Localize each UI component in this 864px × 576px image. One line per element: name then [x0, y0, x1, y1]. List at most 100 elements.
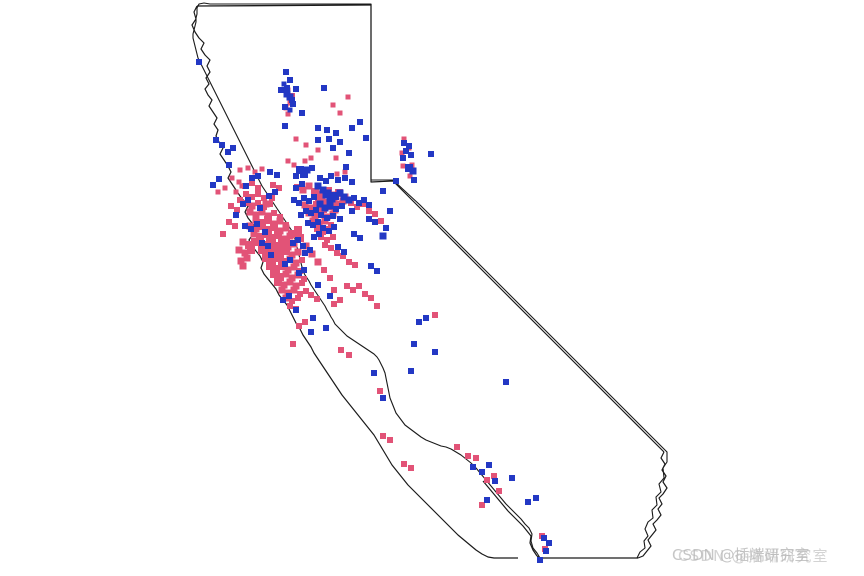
scatter-marker [407, 173, 413, 179]
scatter-marker [349, 179, 355, 185]
scatter-marker [243, 191, 249, 197]
scatter-marker [301, 195, 307, 201]
scatter-marker [341, 249, 347, 255]
scatter-marker [235, 246, 243, 254]
scatter-marker [290, 240, 296, 246]
scatter-marker [330, 102, 336, 108]
scatter-marker [277, 214, 283, 220]
scatter-marker [314, 182, 322, 190]
scatter-marker [323, 325, 329, 331]
scatter-marker [311, 212, 319, 220]
scatter-marker [288, 230, 296, 238]
scatter-marker [423, 315, 429, 321]
scatter-marker [362, 291, 368, 297]
scatter-marker [333, 155, 339, 161]
scatter-marker [393, 178, 399, 184]
scatter-marker [339, 203, 345, 209]
scatter-marker [274, 254, 282, 262]
scatter-marker [317, 175, 323, 181]
scatter-marker [247, 246, 255, 254]
scatter-marker [250, 230, 258, 238]
scatter-marker [303, 142, 309, 148]
state-outline-group [192, 2, 668, 559]
scatter-marker [328, 173, 334, 179]
scatter-marker [299, 280, 305, 286]
scatter-marker [252, 211, 260, 219]
scatter-marker [274, 172, 280, 178]
scatter-marker [302, 250, 308, 256]
scatter-marker [331, 287, 337, 293]
scatter-marker [255, 173, 261, 179]
scatter-marker [288, 274, 296, 282]
scatter-marker [324, 237, 330, 243]
scatter-marker [286, 293, 292, 299]
scatter-marker [346, 150, 352, 156]
scatter-marker [233, 189, 239, 195]
scatter-marker [465, 453, 471, 459]
scatter-marker [315, 282, 321, 288]
scatter-marker [411, 341, 417, 347]
scatter-marker [377, 388, 383, 394]
scatter-marker [533, 495, 539, 501]
scatter-marker [237, 197, 243, 203]
scatter-marker [240, 201, 246, 207]
scatter-marker [291, 197, 297, 203]
scatter-marker [371, 370, 377, 376]
scatter-marker [363, 135, 369, 141]
scatter-marker [293, 185, 299, 191]
scatter-marker [294, 226, 302, 234]
scatter-marker [249, 180, 255, 186]
scatter-marker [242, 223, 248, 229]
scatter-marker [321, 85, 327, 91]
scatter-marker [368, 295, 374, 301]
scatter-marker [303, 166, 311, 174]
scatter-marker [266, 193, 272, 199]
scatter-marker [237, 167, 243, 173]
scatter-marker [266, 238, 274, 246]
scatter-marker [380, 395, 386, 401]
top-border-path [196, 4, 372, 7]
scatter-marker [286, 278, 294, 286]
boundary-detail-group [191, 4, 668, 559]
scatter-marker [233, 212, 239, 218]
san-diego-coast-path [482, 480, 538, 557]
scatter-marker [366, 202, 372, 208]
scatter-marker [492, 478, 498, 484]
scatter-marker [316, 231, 322, 237]
scatter-marker [268, 252, 274, 258]
scatter-marker [327, 293, 333, 299]
scatter-marker [257, 205, 263, 211]
scatter-marker [276, 244, 284, 252]
scatter-marker [543, 548, 549, 554]
scatter-marker [356, 200, 362, 206]
scatter-marker [360, 201, 366, 207]
scatter-marker [270, 270, 278, 278]
scatter-marker [297, 291, 303, 297]
scatter-marker [251, 238, 259, 246]
scatter-marker [299, 186, 307, 194]
scatter-marker [226, 219, 232, 225]
scatter-marker [326, 136, 332, 142]
scatter-marker [210, 182, 216, 188]
scatter-marker [252, 216, 260, 224]
scatter-marker [346, 352, 352, 358]
scatter-marker [339, 197, 347, 205]
scatter-marker [321, 204, 329, 212]
scatter-marker [295, 237, 301, 243]
scatter-marker [300, 170, 308, 178]
scatter-marker [292, 259, 300, 267]
scatter-marker [328, 245, 334, 251]
scatter-marker [366, 208, 372, 214]
scatter-marker [334, 171, 340, 177]
scatter-marker [321, 199, 329, 207]
scatter-marker [293, 173, 299, 179]
scatter-marker [308, 155, 314, 161]
scatter-marker [281, 81, 287, 87]
scatter-marker [255, 191, 261, 197]
scatter-marker [266, 262, 274, 270]
scatter-marker [342, 169, 348, 175]
scatter-marker [239, 262, 247, 270]
scatter-marker [262, 254, 270, 262]
scatter-marker [333, 130, 339, 136]
